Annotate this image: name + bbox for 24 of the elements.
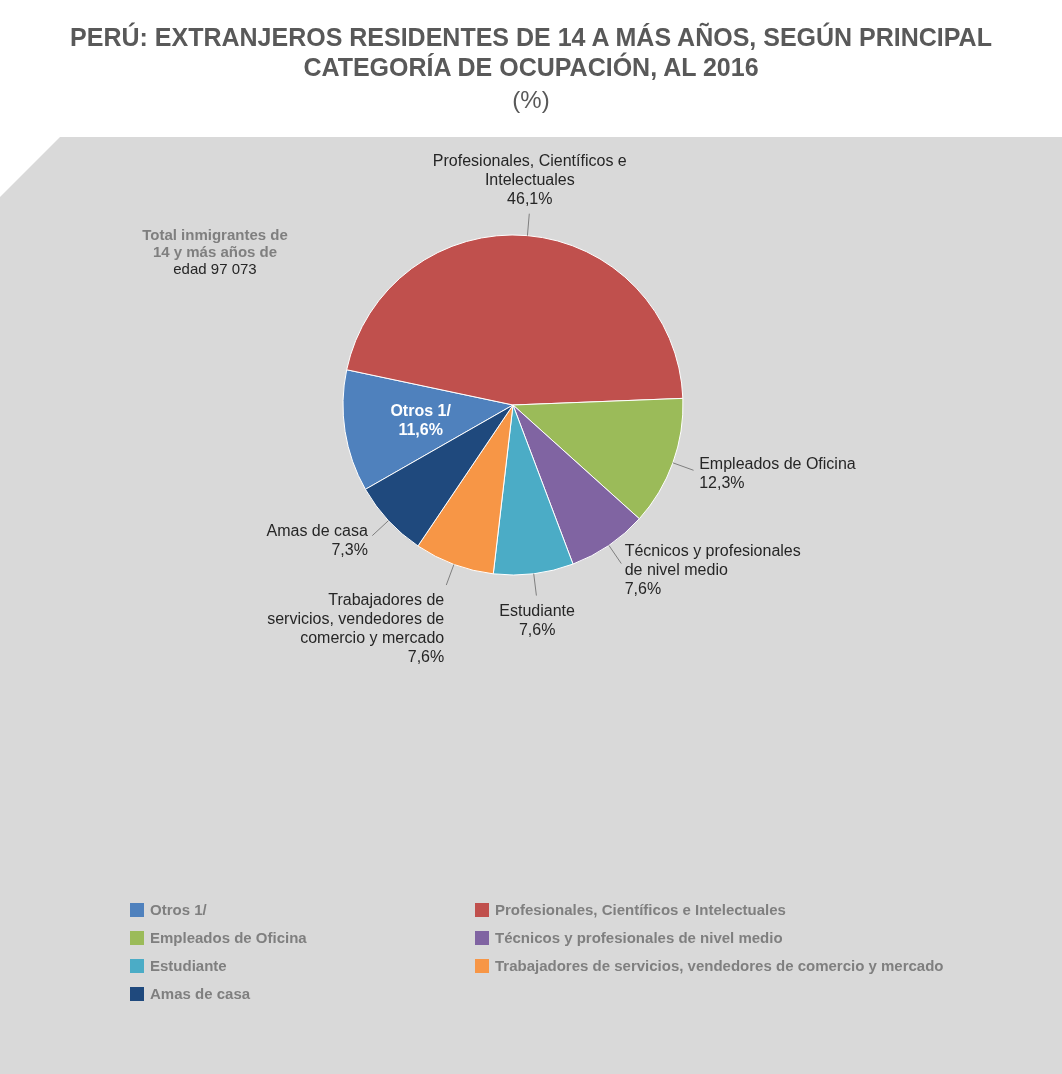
slice-label: Técnicos y profesionales de nivel medio	[624, 541, 801, 578]
slice-label: Amas de casa	[266, 522, 368, 540]
data-label: 7,6%	[624, 579, 662, 597]
legend-label: Técnicos y profesionales de nivel medio	[495, 929, 783, 946]
chart-subtitle: (%)	[512, 86, 550, 113]
slice-label: Empleados de Oficina	[699, 454, 856, 472]
data-label: 11,6%	[398, 420, 443, 438]
legend-label: Otros 1/	[150, 901, 208, 918]
data-label: 7,6%	[407, 647, 445, 665]
slice-label: Profesionales, Científicos e Intelectuales	[432, 151, 627, 188]
data-label: 12,3%	[699, 473, 745, 491]
chart-title: PERÚ: EXTRANJEROS RESIDENTES DE 14 A MÁS AÑOS, SEGÚN PRINCIPAL CATEGORÍA DE OCUPACIÓN, AL 2016	[70, 22, 992, 81]
data-label: 7,6%	[518, 620, 556, 638]
legend-label: Empleados de Oficina	[150, 929, 308, 946]
legend-label: Profesionales, Científicos e Intelectuales	[495, 901, 786, 918]
legend-label: Amas de casa	[150, 985, 251, 1002]
legend-label: Trabajadores de servicios, vendedores de comercio y mercado	[495, 957, 944, 974]
slice-label: Trabajadores de servicios, vendedores de comercio y mercado	[267, 590, 445, 646]
slice-label: Otros 1/	[390, 401, 452, 419]
data-label: 46,1%	[507, 189, 553, 207]
slice-label: Estudiante	[499, 601, 576, 619]
text: Total inmigrantes de 14 y más años de edad 97 073	[142, 226, 288, 277]
legend-label: Estudiante	[150, 957, 227, 974]
data-label: 7,3%	[331, 541, 368, 559]
